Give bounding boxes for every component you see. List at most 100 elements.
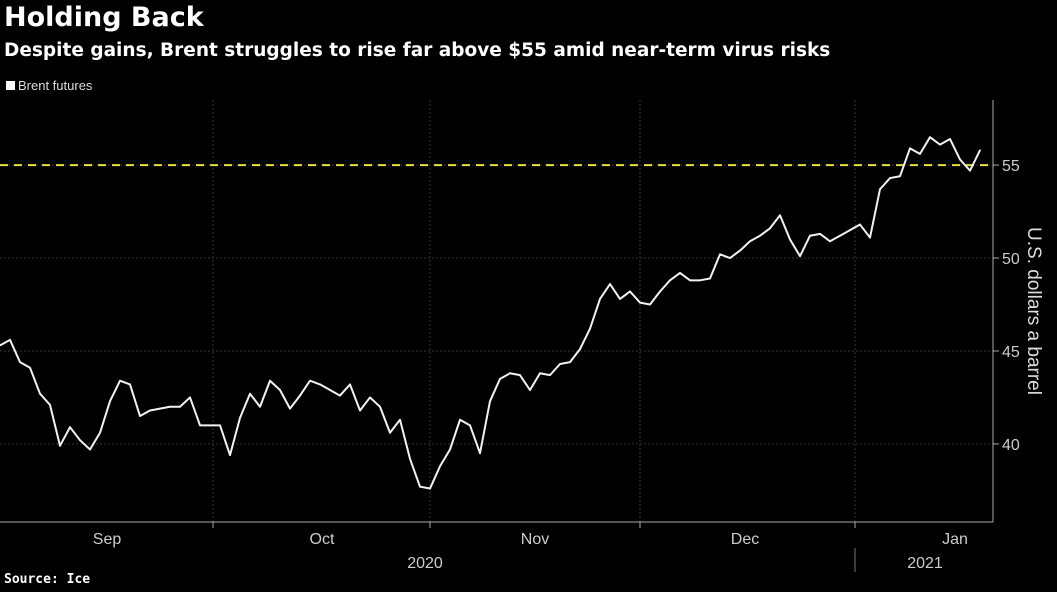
data-point <box>329 389 331 391</box>
data-point <box>809 234 811 237</box>
data-point <box>639 301 641 304</box>
data-point <box>679 272 681 274</box>
data-point <box>339 394 341 397</box>
data-point <box>319 383 321 386</box>
data-point <box>949 138 951 140</box>
y-tick-label: 50 <box>1002 251 1020 268</box>
x-tick-label: Dec <box>731 531 759 548</box>
data-point <box>549 374 551 376</box>
data-point <box>719 253 721 256</box>
data-point <box>29 366 31 369</box>
data-point <box>869 236 871 239</box>
data-point <box>439 465 441 468</box>
data-point <box>159 407 161 410</box>
data-point <box>669 279 671 282</box>
data-point <box>219 424 221 427</box>
data-point <box>629 290 631 293</box>
data-point <box>309 379 311 382</box>
y-axis-label: U.S. dollars a barrel <box>1023 227 1044 395</box>
data-point <box>509 372 511 375</box>
data-point <box>759 234 761 237</box>
data-point <box>499 378 501 380</box>
data-point <box>569 361 571 363</box>
data-point <box>149 409 151 412</box>
data-point <box>789 238 791 241</box>
data-point <box>889 177 891 179</box>
data-point <box>979 149 981 151</box>
data-point <box>129 383 131 386</box>
data-point <box>69 426 71 428</box>
data-point <box>259 405 261 408</box>
x-tick-label: Jan <box>942 531 968 548</box>
data-point <box>479 452 481 455</box>
data-point <box>429 487 431 490</box>
data-point <box>689 279 691 282</box>
data-point <box>829 240 831 243</box>
data-point <box>89 448 91 451</box>
data-point <box>699 279 701 282</box>
data-point <box>819 233 821 235</box>
data-point <box>539 372 541 375</box>
data-point <box>779 214 781 217</box>
y-tick-label: 40 <box>1002 437 1020 454</box>
data-point <box>359 409 361 412</box>
data-point <box>449 448 451 451</box>
data-point <box>169 405 171 408</box>
data-point <box>349 383 351 386</box>
data-point <box>39 392 41 395</box>
data-point <box>279 389 281 391</box>
x-tick-label: Nov <box>521 531 549 548</box>
data-point <box>239 417 241 419</box>
data-point <box>609 283 611 285</box>
data-point <box>119 379 121 382</box>
x-year-label: 2020 <box>407 555 443 572</box>
data-point <box>589 327 591 330</box>
x-tick-label: Oct <box>310 531 335 548</box>
data-point <box>369 396 371 399</box>
data-point <box>19 361 21 363</box>
legend: Brent futures <box>6 78 92 93</box>
chart-subtitle: Despite gains, Brent struggles to rise f… <box>4 40 831 61</box>
data-point <box>769 227 771 230</box>
data-point <box>929 136 931 138</box>
data-point <box>379 405 381 408</box>
data-point <box>229 454 231 456</box>
data-point <box>909 147 911 150</box>
data-point <box>709 277 711 280</box>
data-point <box>599 298 601 300</box>
series-line-brent-futures <box>0 136 981 490</box>
data-point <box>839 234 841 237</box>
data-point <box>79 439 81 442</box>
y-tick-label: 45 <box>1002 344 1020 361</box>
data-point <box>469 424 471 427</box>
data-point <box>419 485 421 488</box>
data-point <box>49 404 51 406</box>
legend-label: Brent futures <box>18 78 93 93</box>
data-point <box>189 396 191 399</box>
data-point <box>109 400 111 402</box>
chart-title: Holding Back <box>4 2 204 33</box>
data-point <box>939 143 941 146</box>
data-point <box>619 298 621 300</box>
data-point <box>99 431 101 434</box>
data-point <box>859 223 861 226</box>
data-point <box>139 415 141 417</box>
data-point <box>919 153 921 155</box>
data-point <box>299 394 301 397</box>
data-point <box>519 374 521 376</box>
data-point <box>399 418 401 421</box>
y-tick-label: 55 <box>1002 158 1020 175</box>
source-note: Source: Ice <box>4 572 91 587</box>
data-point <box>799 255 801 257</box>
data-point <box>459 418 461 421</box>
data-point <box>749 240 751 243</box>
data-point <box>9 339 11 341</box>
data-point <box>899 175 901 178</box>
data-point <box>729 257 731 259</box>
data-point <box>739 249 741 252</box>
data-point <box>879 188 881 191</box>
data-point <box>959 158 961 161</box>
data-point <box>269 379 271 382</box>
data-point <box>289 407 291 410</box>
